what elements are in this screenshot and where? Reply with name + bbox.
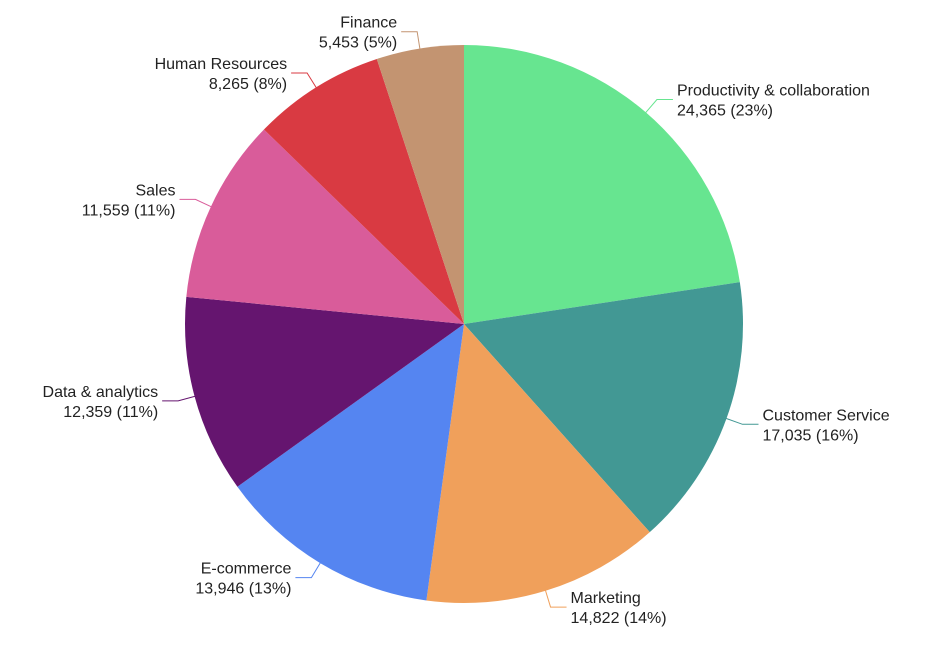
slice-value-marketing: 14,822 (14%) xyxy=(571,610,667,627)
pie-slices xyxy=(185,45,743,604)
pie-slice-data-and-analytics xyxy=(185,296,464,487)
slice-value-data-and-analytics: 12,359 (11%) xyxy=(63,404,158,421)
slice-label-e-commerce: E-commerce xyxy=(201,561,292,578)
pie-slice-sales xyxy=(186,129,464,324)
pie-slice-e-commerce xyxy=(237,324,464,601)
pie-slice-human-resources xyxy=(263,58,464,325)
slice-label-marketing: Marketing xyxy=(571,590,641,607)
leader-line-finance xyxy=(401,31,421,51)
pie-slice-productivity-and-collaboration xyxy=(464,45,740,324)
leader-line-customer-service xyxy=(724,417,759,425)
slice-label-data-and-analytics: Data & analytics xyxy=(43,384,159,401)
slice-value-e-commerce: 13,946 (13%) xyxy=(195,581,291,598)
slice-label-finance: Finance xyxy=(340,15,397,32)
leader-line-sales xyxy=(179,198,213,208)
slice-label-productivity-and-collaboration: Productivity & collaboration xyxy=(677,83,870,100)
slice-value-customer-service: 17,035 (16%) xyxy=(762,427,858,444)
pie-slice-finance xyxy=(376,45,464,324)
leader-line-data-and-analytics xyxy=(162,395,197,402)
pie-labels: Productivity & collaboration 24,365 (23%)… xyxy=(43,15,890,627)
leader-line-e-commerce xyxy=(295,561,322,579)
slice-value-finance: 5,453 (5%) xyxy=(319,35,397,52)
pie-slice-customer-service xyxy=(464,282,743,533)
slice-label-human-resources: Human Resources xyxy=(155,56,288,73)
slice-label-sales: Sales xyxy=(135,182,175,199)
slice-value-human-resources: 8,265 (8%) xyxy=(209,76,287,93)
leader-line-human-resources xyxy=(291,72,318,90)
pie-slice-marketing xyxy=(426,324,650,604)
slice-label-customer-service: Customer Service xyxy=(762,407,889,424)
leader-line-productivity-and-collaboration xyxy=(644,99,673,115)
slice-value-productivity-and-collaboration: 24,365 (23%) xyxy=(677,103,773,120)
leader-line-marketing xyxy=(544,588,567,608)
slice-value-sales: 11,559 (11%) xyxy=(82,202,176,219)
